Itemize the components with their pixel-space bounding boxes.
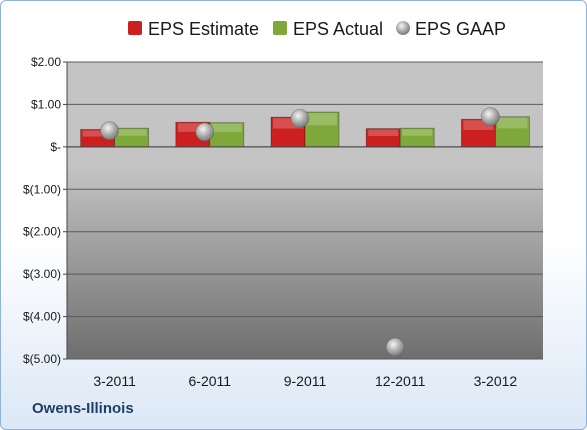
y-tick-label: $(4.00) bbox=[23, 310, 61, 324]
x-axis: 3-2011 6-2011 9-2011 12-2011 3-2012 bbox=[67, 146, 543, 389]
actual-bar bbox=[304, 111, 340, 148]
y-tick-label: $1.00 bbox=[31, 97, 61, 111]
actual-bar-highlight bbox=[307, 113, 337, 126]
x-category-label: 3-2012 bbox=[474, 373, 518, 389]
plot-area bbox=[67, 62, 543, 359]
estimate-bar-highlight bbox=[177, 123, 208, 132]
legend-label-actual: EPS Actual bbox=[293, 19, 383, 39]
legend-swatch-actual bbox=[273, 21, 287, 35]
actual-bar-highlight bbox=[116, 129, 147, 136]
legend-label-estimate: EPS Estimate bbox=[148, 19, 259, 39]
company-name: Owens-Illinois bbox=[32, 400, 134, 417]
y-tick-label: $(1.00) bbox=[23, 182, 61, 196]
actual-bar bbox=[494, 116, 530, 148]
y-tick-label: $2.00 bbox=[31, 55, 61, 69]
legend-label-gaap: EPS GAAP bbox=[415, 19, 506, 39]
gaap-marker bbox=[290, 109, 310, 128]
estimate-bar-highlight bbox=[463, 120, 494, 130]
x-category-label: 12-2011 bbox=[375, 373, 426, 389]
y-tick-label: $(5.00) bbox=[23, 352, 61, 366]
actual-bar-highlight bbox=[497, 117, 528, 129]
estimate-bar-highlight bbox=[273, 118, 303, 129]
estimate-bar-highlight bbox=[82, 130, 113, 137]
y-tick-label: $(3.00) bbox=[23, 267, 61, 281]
x-category-label: 6-2011 bbox=[189, 373, 232, 389]
y-axis: $2.00 $1.00 $- $(1.00) $(2.00) $(3.00) $(4.00)… bbox=[23, 55, 68, 366]
gaap-markers bbox=[100, 107, 500, 357]
actual-bar bbox=[209, 122, 245, 148]
legend-swatch-gaap bbox=[396, 21, 410, 35]
gaap-marker bbox=[100, 121, 119, 141]
x-category-label: 3-2011 bbox=[93, 373, 136, 389]
y-tick-label: $(2.00) bbox=[23, 225, 61, 239]
legend: EPS Estimate EPS Actual EPS GAAP bbox=[128, 19, 506, 39]
gaap-marker bbox=[195, 122, 215, 142]
legend-swatch-estimate bbox=[128, 21, 142, 35]
x-category-label: 9-2011 bbox=[284, 373, 327, 389]
actual-bar-highlight bbox=[211, 123, 242, 133]
y-tick-label: $- bbox=[50, 140, 61, 154]
gridlines bbox=[67, 61, 543, 360]
gaap-marker bbox=[385, 337, 405, 357]
bars bbox=[80, 111, 530, 148]
actual-bar-highlight bbox=[402, 129, 433, 136]
gaap-marker bbox=[481, 107, 500, 127]
estimate-bar-highlight bbox=[368, 129, 399, 136]
